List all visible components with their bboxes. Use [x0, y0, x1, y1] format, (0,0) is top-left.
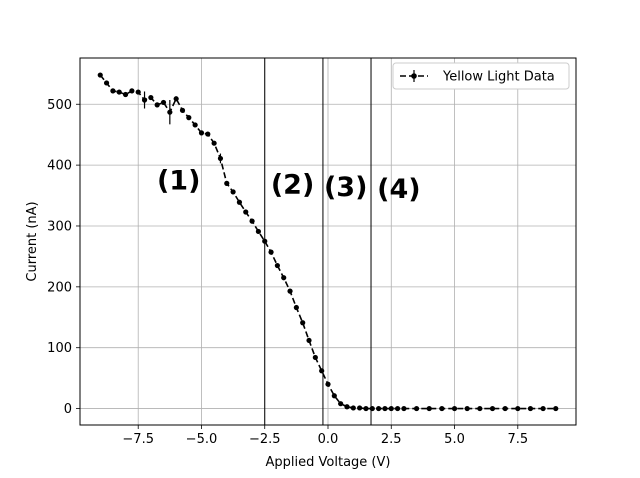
- legend: Yellow Light Data: [392, 62, 570, 90]
- grid-layer: [80, 58, 576, 425]
- data-point: [382, 405, 388, 412]
- data-point: [357, 405, 363, 411]
- data-point: [110, 88, 116, 94]
- data-point: [363, 405, 369, 412]
- legend-marker: [411, 73, 417, 79]
- region-label: (2): [271, 170, 314, 201]
- data-point: [376, 405, 382, 412]
- region-label: (3): [324, 172, 367, 203]
- data-point: [148, 94, 154, 101]
- data-point: [344, 404, 350, 410]
- data-point: [97, 72, 103, 78]
- y-tick-label: 200: [47, 280, 72, 295]
- data-point: [135, 89, 141, 95]
- x-tick-label: 5.0: [444, 432, 465, 447]
- region-label: (1): [157, 165, 200, 196]
- data-point: [103, 80, 110, 86]
- data-point: [255, 228, 262, 235]
- data-point: [319, 368, 325, 374]
- data-point: [388, 405, 394, 412]
- region-label: (4): [377, 174, 420, 205]
- axis-ticks: −7.5 −5.0 −2.5 0.0 2.5 5.0 7.5 0 100 200 300 400 500: [47, 98, 528, 447]
- x-tick-label: −2.5: [249, 432, 281, 447]
- y-tick-label: 0: [64, 402, 72, 417]
- x-tick-label: 0.0: [318, 432, 339, 447]
- data-point: [205, 131, 211, 137]
- data-point: [369, 405, 375, 412]
- data-point: [489, 405, 496, 412]
- data-point: [154, 102, 160, 108]
- data-point: [426, 405, 432, 412]
- data-point: [116, 89, 122, 95]
- data-point: [350, 405, 356, 411]
- data-point: [274, 262, 280, 269]
- region-divider-lines: [264, 58, 372, 425]
- data-point: [394, 405, 401, 412]
- data-point: [198, 130, 205, 136]
- data-point: [502, 405, 508, 412]
- data-point: [230, 189, 236, 195]
- data-point: [141, 97, 148, 103]
- region-labels: (1) (2) (3) (4): [157, 165, 421, 205]
- data-point: [540, 405, 546, 412]
- data-point: [401, 405, 407, 412]
- data-point: [122, 91, 129, 98]
- data-point: [179, 107, 186, 113]
- x-axis-label: Applied Voltage (V): [266, 455, 391, 470]
- data-point: [477, 405, 483, 412]
- data-point: [325, 381, 331, 387]
- y-tick-label: 500: [47, 98, 72, 113]
- data-point: [268, 249, 274, 255]
- x-tick-label: 2.5: [381, 432, 402, 447]
- data-point: [243, 209, 249, 215]
- data-point: [527, 405, 534, 412]
- data-point: [224, 180, 230, 186]
- data-point: [515, 405, 521, 412]
- data-point: [553, 405, 559, 412]
- data-point: [211, 140, 217, 146]
- legend-box: [392, 62, 570, 90]
- y-axis-label: Current (nA): [25, 201, 40, 281]
- data-point: [217, 155, 224, 162]
- data-point: [300, 320, 306, 326]
- data-point: [173, 96, 179, 102]
- y-tick-label: 100: [47, 341, 72, 356]
- data-point: [439, 405, 445, 412]
- data-point: [186, 115, 192, 121]
- data-point: [287, 288, 293, 294]
- y-tick-label: 300: [47, 219, 72, 234]
- data-point: [306, 337, 312, 344]
- data-point: [451, 405, 458, 412]
- y-tick-label: 400: [47, 159, 72, 174]
- x-tick-label: −5.0: [186, 432, 218, 447]
- data-point: [262, 238, 268, 244]
- x-tick-label: −7.5: [122, 432, 154, 447]
- data-point: [464, 405, 470, 412]
- data-point: [312, 354, 318, 361]
- data-point: [281, 275, 287, 281]
- data-point: [338, 401, 344, 407]
- data-point: [236, 199, 243, 205]
- data-point: [293, 304, 299, 311]
- legend-swatch: [400, 70, 428, 82]
- data-point: [167, 109, 173, 115]
- legend-entry-yellow-light-data: Yellow Light Data: [442, 70, 555, 85]
- data-point: [249, 218, 255, 224]
- series-layer: [97, 72, 559, 412]
- data-point: [160, 99, 167, 106]
- data-point: [192, 122, 198, 128]
- x-tick-label: 7.5: [507, 432, 528, 447]
- data-point: [331, 393, 337, 399]
- data-point: [129, 88, 135, 94]
- data-point: [413, 405, 420, 412]
